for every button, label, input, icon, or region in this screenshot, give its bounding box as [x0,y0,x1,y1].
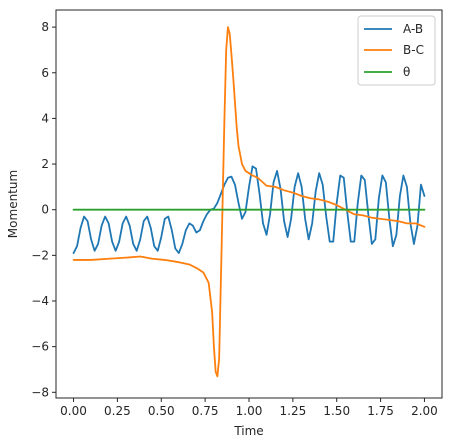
legend-label-b-c: B-C [403,43,424,57]
legend-entry-a-b: A-B [364,22,423,36]
y-tick-label: 0 [41,203,49,217]
y-tick-label: 6 [41,66,49,80]
y-tick-label: −6 [31,340,49,354]
x-tick-label: 2.00 [411,404,438,418]
x-axis-label: Time [233,424,263,438]
x-tick-label: 0.75 [192,404,219,418]
x-tick-label: 1.25 [280,404,307,418]
y-tick-label: −8 [31,385,49,399]
legend: A-B B-C θ [357,15,436,86]
x-axis-ticks: 0.00 0.25 0.50 0.75 1.00 1.25 1.50 1.75 2.00 [60,398,438,418]
y-tick-label: −4 [31,294,49,308]
y-tick-label: 8 [41,20,49,34]
series-line-a-b [72,165,426,254]
y-axis-ticks: −8 −6 −4 −2 0 2 4 6 8 [31,20,56,399]
series-line-b-c [72,26,426,378]
x-tick-label: 1.75 [367,404,394,418]
legend-entry-theta: θ [364,65,410,79]
y-axis-label: Momentum [6,170,20,238]
x-tick-label: 0.25 [104,404,131,418]
legend-entry-b-c: B-C [364,43,424,57]
y-tick-label: −2 [31,248,49,262]
axes-frame [55,9,443,399]
series-layer [72,26,426,378]
x-tick-label: 0.50 [148,404,175,418]
x-tick-label: 0.00 [60,404,87,418]
legend-label-a-b: A-B [403,22,423,36]
legend-label-theta: θ [403,65,410,79]
legend-box [357,15,436,86]
x-tick-label: 1.00 [236,404,263,418]
y-tick-label: 2 [41,157,49,171]
x-tick-label: 1.50 [323,404,350,418]
y-tick-label: 4 [41,111,49,125]
